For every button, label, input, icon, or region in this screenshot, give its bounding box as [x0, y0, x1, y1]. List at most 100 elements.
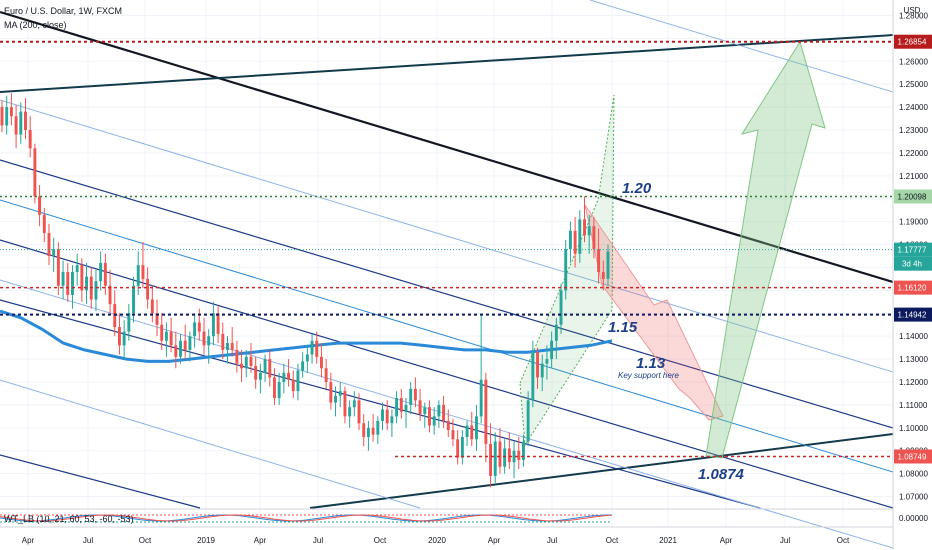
candle: [456, 430, 460, 465]
x-tick-label: 2019: [197, 536, 215, 545]
oscillator-label[interactable]: WT_LB (10, 21, 60, 53, -60, -53): [4, 514, 134, 524]
currency-label: USD: [904, 6, 921, 15]
candle: [183, 324, 187, 360]
candle: [207, 329, 211, 364]
candle: [381, 402, 384, 431]
candle-body: [399, 398, 403, 412]
candle-body: [240, 363, 244, 369]
candle-body: [564, 249, 568, 291]
candle-body: [395, 398, 399, 417]
candle-body: [343, 391, 347, 417]
candle-body: [432, 416, 436, 426]
candle-body: [207, 336, 211, 346]
candle-body: [164, 331, 168, 341]
resistance-trend-line: [0, 10, 894, 284]
candle-body: [592, 226, 596, 250]
candle: [385, 400, 389, 431]
oscillator-pane: WT_LB (10, 21, 60, 53, -60, -53): [0, 508, 893, 528]
candle-body: [28, 130, 32, 149]
price-tag-label: 1.08749: [898, 452, 927, 461]
candle: [423, 402, 427, 428]
candle: [287, 359, 291, 387]
candle-body: [24, 111, 27, 130]
candle: [310, 333, 314, 364]
down-arrow-shape: [584, 204, 724, 421]
candle: [169, 317, 173, 353]
channel-line: [0, 299, 761, 509]
candle: [108, 269, 112, 314]
candles[interactable]: [0, 93, 610, 488]
candle-body: [296, 370, 300, 392]
price-tag: [894, 242, 932, 257]
candle: [512, 441, 516, 479]
candle: [489, 423, 493, 488]
x-tick-label: Jul: [547, 536, 557, 545]
candle: [348, 400, 352, 428]
price-tag: [894, 449, 932, 464]
candle-body: [132, 285, 135, 314]
candle-body: [193, 322, 197, 337]
candle-body: [352, 400, 356, 408]
candle-body: [334, 395, 337, 403]
candle-body: [179, 340, 182, 357]
candle: [296, 363, 300, 401]
annotation-label: 1.13: [636, 355, 666, 372]
symbol-title[interactable]: Euro / U.S. Dollar, 1W, FXCM: [4, 6, 123, 16]
x-tick-label: Oct: [606, 536, 619, 545]
candle: [155, 299, 159, 337]
candle-body: [413, 388, 417, 401]
price-tag: [894, 280, 932, 295]
candle-body: [141, 265, 145, 279]
candle-body: [390, 416, 394, 424]
candle-body: [423, 407, 427, 415]
candle: [127, 304, 131, 341]
candle: [47, 223, 51, 266]
candle-body: [150, 299, 154, 314]
price-tag-label: 1.17777: [898, 246, 927, 255]
candle-body: [71, 272, 74, 295]
candle: [536, 347, 539, 389]
candle-body: [33, 148, 37, 197]
candle: [559, 283, 563, 334]
x-tick-label: Apr: [488, 536, 501, 545]
price-tag: [894, 189, 932, 204]
candle-body: [404, 404, 408, 412]
countdown-tag: [894, 256, 932, 271]
candle: [592, 217, 596, 259]
candle-body: [597, 249, 601, 273]
ma-200-line: [0, 309, 613, 363]
candle-body: [484, 379, 488, 444]
candle: [573, 217, 577, 268]
ma-indicator-label[interactable]: MA (200, close): [4, 20, 67, 30]
candle-body: [47, 233, 51, 256]
candle: [554, 317, 558, 360]
candle-body: [348, 407, 352, 417]
candle-body: [188, 336, 192, 350]
price-axis: USD1.070001.080001.090001.100001.110001.…: [892, 0, 932, 550]
candle: [606, 244, 610, 286]
osc-wave-2: [0, 514, 613, 522]
candle: [150, 285, 154, 323]
candle-body: [338, 391, 342, 396]
candle: [578, 210, 582, 263]
candle: [315, 331, 319, 364]
candle-body: [99, 262, 103, 282]
candle-body: [235, 349, 239, 364]
candle: [521, 434, 525, 467]
candle: [244, 349, 248, 378]
candle: [540, 354, 544, 392]
candle-body: [75, 265, 79, 273]
candle: [19, 102, 23, 144]
candle-body: [291, 379, 295, 392]
candle-body: [230, 343, 234, 350]
candle: [164, 322, 168, 357]
candle-body: [38, 196, 42, 215]
annotation-label: 1.15: [608, 319, 638, 336]
candle: [221, 322, 225, 360]
moving-average: [0, 309, 613, 363]
candle: [531, 340, 535, 408]
candle-body: [451, 430, 455, 440]
